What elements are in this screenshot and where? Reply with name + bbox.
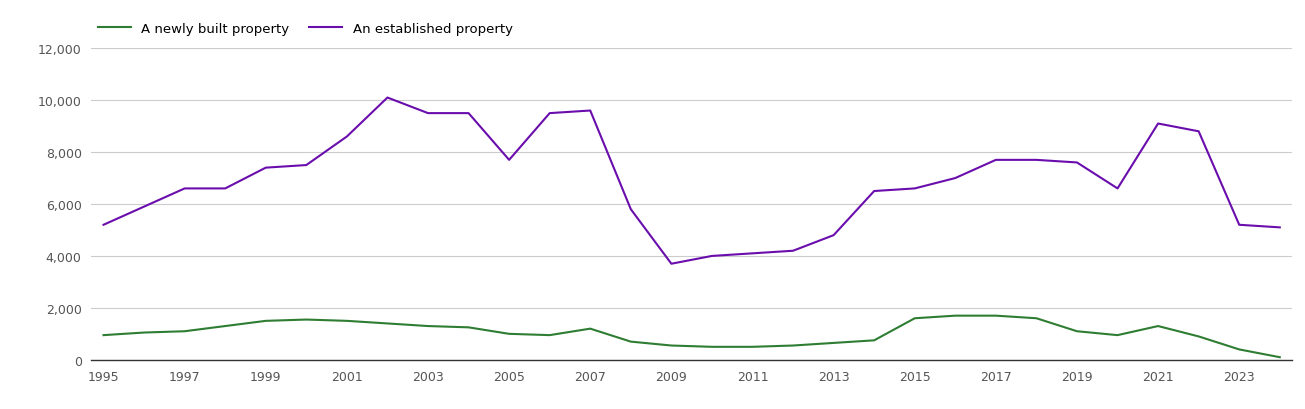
A newly built property (786, 343, 801, 348)
A newly built property (947, 313, 963, 318)
A newly built property (299, 317, 315, 322)
A newly built property (1272, 355, 1288, 360)
An established property (1191, 130, 1207, 135)
An established property (907, 187, 923, 191)
An established property (501, 158, 517, 163)
A newly built property (176, 329, 192, 334)
A newly built property (501, 332, 517, 337)
An established property (542, 111, 557, 116)
Line: An established property: An established property (103, 98, 1280, 264)
A newly built property (1191, 334, 1207, 339)
An established property (826, 233, 842, 238)
A newly built property (461, 325, 476, 330)
An established property (380, 96, 395, 101)
A newly built property (1232, 347, 1248, 352)
A newly built property (1150, 324, 1165, 329)
An established property (95, 223, 111, 228)
An established property (461, 111, 476, 116)
A newly built property (867, 338, 882, 343)
Legend: A newly built property, An established property: A newly built property, An established p… (98, 23, 513, 36)
An established property (705, 254, 720, 259)
A newly built property (745, 344, 761, 349)
An established property (745, 251, 761, 256)
A newly built property (380, 321, 395, 326)
An established property (1272, 225, 1288, 230)
A newly built property (663, 343, 679, 348)
A newly built property (582, 326, 598, 331)
A newly built property (258, 319, 274, 324)
An established property (1028, 158, 1044, 163)
An established property (1109, 187, 1125, 191)
An established property (622, 207, 638, 212)
A newly built property (218, 324, 234, 329)
An established property (420, 111, 436, 116)
A newly built property (95, 333, 111, 338)
An established property (988, 158, 1004, 163)
An established property (299, 163, 315, 168)
A newly built property (542, 333, 557, 338)
An established property (1069, 161, 1084, 166)
A newly built property (1109, 333, 1125, 338)
A newly built property (1028, 316, 1044, 321)
An established property (663, 262, 679, 267)
A newly built property (1069, 329, 1084, 334)
A newly built property (988, 313, 1004, 318)
An established property (867, 189, 882, 194)
A newly built property (339, 319, 355, 324)
A newly built property (907, 316, 923, 321)
An established property (176, 187, 192, 191)
An established property (258, 166, 274, 171)
An established property (339, 135, 355, 139)
Line: A newly built property: A newly built property (103, 316, 1280, 357)
A newly built property (420, 324, 436, 329)
A newly built property (826, 341, 842, 346)
An established property (218, 187, 234, 191)
An established property (1232, 223, 1248, 228)
An established property (136, 204, 151, 209)
A newly built property (705, 344, 720, 349)
An established property (582, 109, 598, 114)
An established property (786, 249, 801, 254)
A newly built property (622, 339, 638, 344)
A newly built property (136, 330, 151, 335)
An established property (947, 176, 963, 181)
An established property (1150, 122, 1165, 127)
